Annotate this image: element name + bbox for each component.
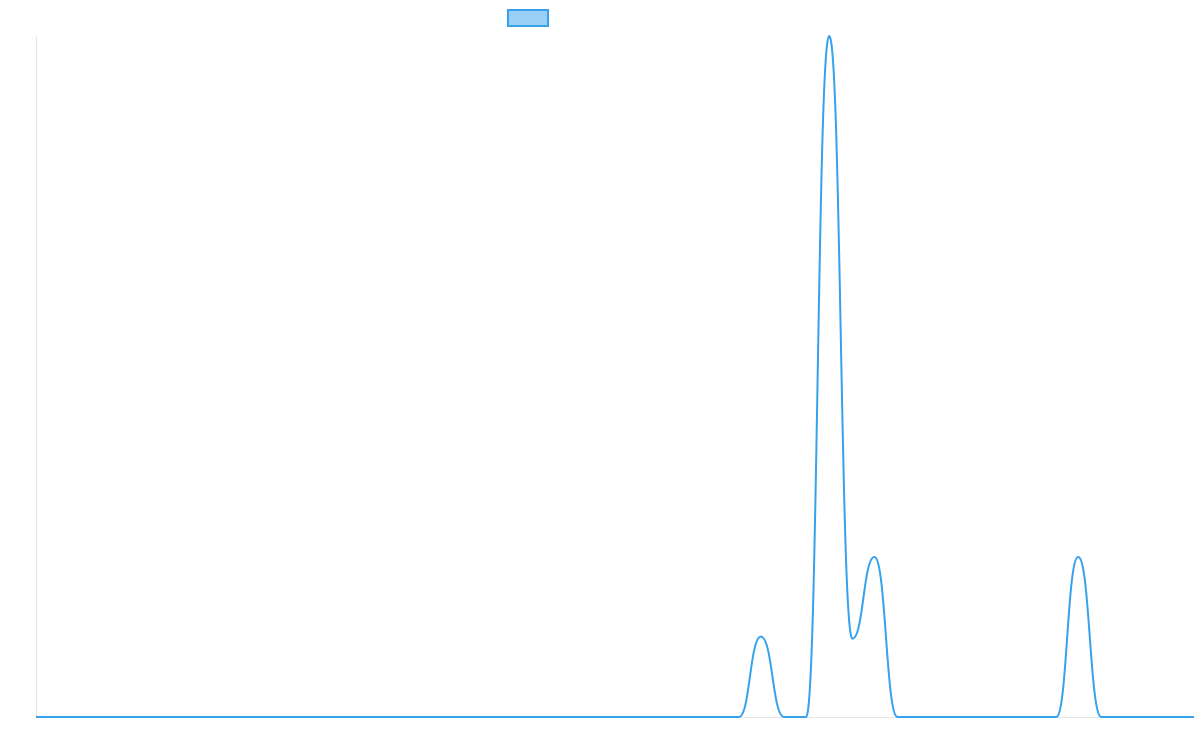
series-layer (35, 35, 1194, 719)
series-line-0 (35, 35, 1194, 719)
legend-swatch[interactable] (507, 9, 549, 27)
legend (507, 9, 549, 27)
